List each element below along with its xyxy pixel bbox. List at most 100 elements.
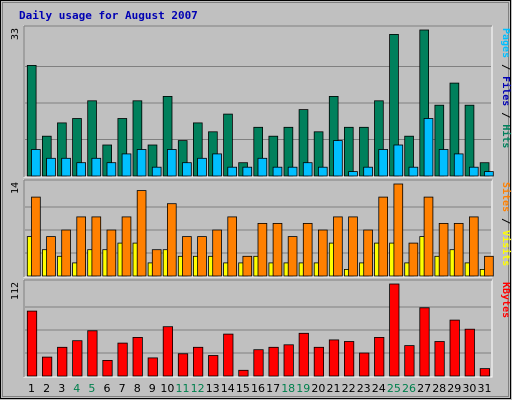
- bar-kbytes-day-24: [374, 336, 385, 377]
- bar-files-day-26: [408, 166, 419, 177]
- bar-sites-day-31: [484, 255, 494, 277]
- bar-files-day-23: [363, 166, 373, 177]
- bar-sites-day-16: [257, 222, 268, 277]
- bar-sites-day-19: [302, 222, 313, 277]
- bar-sites-day-25: [393, 183, 404, 277]
- x-tick-label-day-5: 5: [88, 382, 95, 395]
- bar-hits-day-30: [464, 104, 475, 177]
- bar-sites-day-3: [61, 229, 71, 277]
- bar-kbytes-day-31: [479, 368, 491, 377]
- bar-files-day-24: [378, 149, 388, 177]
- x-tick-label-day-17: 17: [266, 382, 280, 395]
- bar-files-day-29: [453, 153, 464, 177]
- x-tick-label-day-16: 16: [251, 382, 265, 395]
- bar-kbytes-day-23: [359, 352, 370, 377]
- bar-files-day-27: [423, 118, 434, 177]
- x-tick-label-day-15: 15: [236, 382, 250, 395]
- bar-kbytes-day-20: [313, 346, 325, 377]
- bar-files-day-13: [212, 153, 222, 177]
- x-tick-label-day-29: 29: [447, 382, 461, 395]
- x-tick-label-day-6: 6: [104, 382, 111, 395]
- bar-sites-day-9: [151, 249, 162, 277]
- bar-files-day-16: [257, 157, 268, 177]
- x-tick-label-day-21: 21: [327, 382, 341, 395]
- bar-kbytes-day-6: [102, 359, 113, 377]
- legend-segment: Files: [500, 76, 512, 106]
- series-files: [31, 118, 494, 177]
- bar-files-day-1: [31, 149, 41, 177]
- bar-kbytes-day-29: [449, 319, 460, 377]
- bar-files-day-18: [287, 166, 298, 177]
- x-tick-label-day-30: 30: [462, 382, 476, 395]
- panel-legend-label: Pages / Files / Hits: [500, 28, 512, 148]
- panel-legend-label: KBytes: [500, 282, 511, 318]
- legend-segment: Sites: [500, 182, 512, 212]
- bar-kbytes-day-4: [72, 340, 83, 377]
- bar-files-day-5: [91, 157, 102, 177]
- bar-sites-day-28: [438, 222, 449, 277]
- bar-kbytes-day-13: [208, 355, 219, 377]
- bar-sites-day-30: [468, 216, 479, 277]
- series-kbytes: [26, 283, 491, 377]
- bar-sites-day-6: [106, 229, 117, 277]
- bar-files-day-17: [272, 166, 283, 177]
- bar-files-day-10: [166, 149, 177, 177]
- legend-segment: Pages: [500, 28, 511, 58]
- x-tick-label-day-8: 8: [134, 382, 141, 395]
- bar-files-day-7: [121, 153, 132, 177]
- x-tick-label-day-18: 18: [281, 382, 295, 395]
- bar-files-day-30: [468, 166, 479, 177]
- bar-files-day-28: [438, 149, 449, 177]
- bar-kbytes-day-2: [42, 356, 53, 377]
- bar-files-day-6: [106, 162, 117, 177]
- bar-files-day-3: [61, 157, 71, 177]
- legend-segment: /: [500, 106, 511, 124]
- bar-kbytes-day-3: [57, 346, 68, 377]
- bar-kbytes-day-26: [404, 345, 415, 377]
- bar-kbytes-day-18: [283, 344, 294, 377]
- bar-kbytes-day-28: [434, 341, 445, 377]
- bar-files-day-11: [182, 162, 192, 177]
- x-tick-label-day-2: 2: [43, 382, 50, 395]
- bar-kbytes-day-17: [268, 346, 279, 377]
- y-max-label: 14: [10, 182, 21, 194]
- bar-sites-day-20: [317, 229, 328, 277]
- bar-files-day-9: [151, 166, 162, 177]
- series-sites: [31, 183, 494, 277]
- bar-files-day-31: [484, 171, 494, 177]
- x-tick-label-day-10: 10: [160, 382, 174, 395]
- chart-inner-border: [2, 2, 509, 397]
- bar-sites-day-4: [76, 216, 87, 277]
- x-tick-label-day-19: 19: [296, 382, 310, 395]
- panel-kbytes: 112 KBytes: [10, 279, 511, 378]
- bar-sites-day-11: [182, 236, 192, 277]
- bar-hits-day-14: [223, 113, 233, 177]
- panel-visits-sites: 14 Sites / Visits: [10, 179, 512, 278]
- bar-kbytes-day-21: [328, 339, 340, 377]
- bar-kbytes-day-9: [147, 357, 158, 377]
- x-tick-label-day-28: 28: [432, 382, 446, 395]
- x-tick-label-day-24: 24: [372, 382, 386, 395]
- legend-segment: /: [500, 58, 511, 76]
- x-tick-label-day-9: 9: [149, 382, 156, 395]
- bar-files-day-12: [197, 157, 207, 177]
- bar-sites-day-23: [363, 229, 373, 277]
- bar-kbytes-day-22: [343, 341, 355, 377]
- panel-hits-files-pages: 33 Pages / Files / Hits: [10, 25, 512, 178]
- bar-kbytes-day-5: [87, 330, 98, 377]
- bar-kbytes-day-19: [298, 332, 309, 377]
- bar-kbytes-day-25: [389, 283, 400, 377]
- x-tick-label-day-3: 3: [58, 382, 65, 395]
- bar-files-day-8: [136, 149, 147, 177]
- bar-sites-day-29: [453, 222, 464, 277]
- x-tick-label-day-4: 4: [73, 382, 80, 395]
- bar-kbytes-day-7: [117, 342, 128, 377]
- bar-kbytes-day-8: [132, 336, 143, 377]
- bar-sites-day-7: [121, 216, 132, 277]
- bar-kbytes-day-1: [26, 310, 38, 377]
- x-tick-label-day-27: 27: [417, 382, 431, 395]
- x-tick-label-day-26: 26: [402, 382, 416, 395]
- bar-sites-day-10: [166, 203, 177, 277]
- x-tick-label-day-14: 14: [221, 382, 235, 395]
